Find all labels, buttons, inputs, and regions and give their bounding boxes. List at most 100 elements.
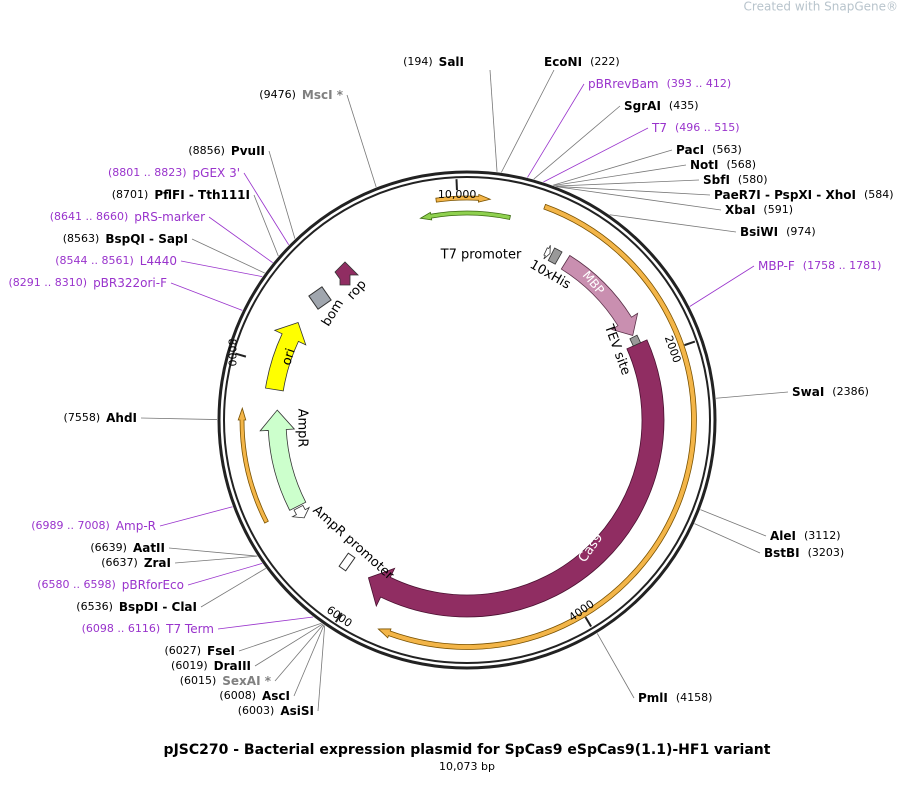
site-position: (8291 .. 8310) (9, 276, 88, 289)
site-label: PacI (563) (676, 143, 742, 157)
site-label: (6639)AatII (90, 541, 165, 555)
site-name: L4440 (140, 254, 177, 268)
site-label: (8291 .. 8310) pBR322ori-F (9, 276, 168, 290)
site-leader (275, 625, 323, 681)
site-leader (160, 507, 233, 526)
site-leader (527, 84, 584, 177)
scale-tick (684, 342, 694, 346)
site-position: (1758 .. 1781) (803, 259, 882, 272)
site-position: (8563) (63, 232, 100, 245)
site-name: SgrAI (624, 99, 661, 113)
site-position: (580) (738, 173, 768, 186)
map-subtitle: 10,073 bp (439, 760, 495, 773)
site-name: AhdI (106, 411, 137, 425)
site-label: (8701)PflFI - Tth111I (112, 188, 250, 202)
site-label: BstBI(3203) (764, 546, 844, 560)
site-name: BstBI (764, 546, 800, 560)
site-label: PaeR7I - PspXI - XhoI(584) (714, 188, 894, 202)
site-label: (6989 .. 7008)Amp-R (31, 519, 156, 533)
site-name: AleI (770, 529, 796, 543)
site-position: (6008) (219, 689, 256, 702)
site-name: DraIII (214, 659, 251, 673)
site-name: T7 (651, 121, 667, 135)
site-label: T7 (496 .. 515) (651, 121, 740, 135)
site-leader (716, 392, 788, 398)
site-name: pBRforEco (122, 578, 184, 592)
site-label: (6098 .. 6116) T7 Term (82, 622, 214, 636)
site-leader (490, 70, 497, 172)
site-name: PacI (676, 143, 704, 157)
site-leader (175, 556, 257, 563)
site-leader (700, 510, 766, 536)
site-name: BsiWI (740, 225, 778, 239)
site-position: (8641 .. 8660) (50, 210, 129, 223)
site-name: NotI (690, 158, 719, 172)
site-leader (554, 165, 686, 186)
site-position: (591) (763, 203, 793, 216)
site-label: PmlI(4158) (638, 691, 712, 705)
site-label: SwaI(2386) (792, 385, 869, 399)
feature-label: T7 promoter (440, 248, 522, 263)
site-leader (501, 70, 554, 172)
site-name: pBR322ori-F (93, 276, 167, 290)
site-name: SbfI (703, 173, 730, 187)
site-leader (555, 180, 699, 186)
site-position: (2386) (832, 385, 869, 398)
site-position: (8856) (188, 144, 225, 157)
site-position: (563) (712, 143, 742, 156)
site-leader (597, 633, 634, 698)
site-leader (209, 217, 273, 263)
site-position: (6019) (171, 659, 208, 672)
site-position: (7558) (64, 411, 101, 424)
scale-label: 8000 (225, 338, 238, 366)
scale-label: 10,000 (438, 188, 477, 201)
site-label: SbfI (580) (703, 173, 768, 187)
site-label: AleI(3112) (770, 529, 841, 543)
site-name: MBP-F (758, 259, 795, 273)
site-label: SgrAI(435) (624, 99, 699, 113)
site-position: (194) (403, 55, 433, 68)
site-name: pRS-marker (134, 210, 205, 224)
site-label: (6015)SexAI * (180, 674, 272, 688)
site-position: (6098 .. 6116) (82, 622, 161, 635)
site-name: FseI (207, 644, 235, 658)
site-name: pGEX 3' (193, 166, 240, 180)
site-position: (8701) (112, 188, 149, 201)
site-leader (294, 625, 324, 696)
feature-green (420, 211, 510, 220)
site-position: (6027) (164, 644, 201, 657)
site-leader (181, 261, 262, 277)
site-position: (6536) (76, 600, 113, 613)
site-leader (255, 624, 323, 666)
site-leader (201, 568, 266, 607)
feature-orange (238, 408, 268, 523)
site-position: (6637) (101, 556, 138, 569)
backbone-outer (219, 172, 715, 668)
site-name: T7 Term (165, 622, 214, 636)
site-leader (188, 563, 262, 585)
site-leader (534, 106, 620, 179)
site-leader (318, 626, 325, 711)
site-leader (244, 173, 289, 245)
site-name: AsiSI (280, 704, 314, 718)
site-name: PmlI (638, 691, 668, 705)
feature-t7-promoter (544, 245, 551, 259)
site-label: (6580 .. 6598)pBRforEco (37, 578, 184, 592)
feature-label: AmpR promoter (310, 503, 397, 584)
site-leader (694, 524, 760, 553)
site-leader (141, 418, 217, 420)
feature-cas9 (368, 340, 664, 617)
site-leader (610, 215, 736, 232)
feature-mbp (561, 255, 637, 335)
feature-small-box (339, 553, 355, 571)
site-name: MscI * (302, 88, 344, 102)
site-label: (8544 .. 8561)L4440 (55, 254, 177, 268)
scale-tick (585, 617, 591, 626)
site-label: (6536)BspDI - ClaI (76, 600, 197, 614)
site-label: (8801 .. 8823)pGEX 3' (108, 166, 240, 180)
site-position: (496 .. 515) (675, 121, 740, 134)
site-leader (543, 128, 648, 182)
site-name: pBRrevBam (588, 77, 659, 91)
site-position: (6003) (238, 704, 275, 717)
